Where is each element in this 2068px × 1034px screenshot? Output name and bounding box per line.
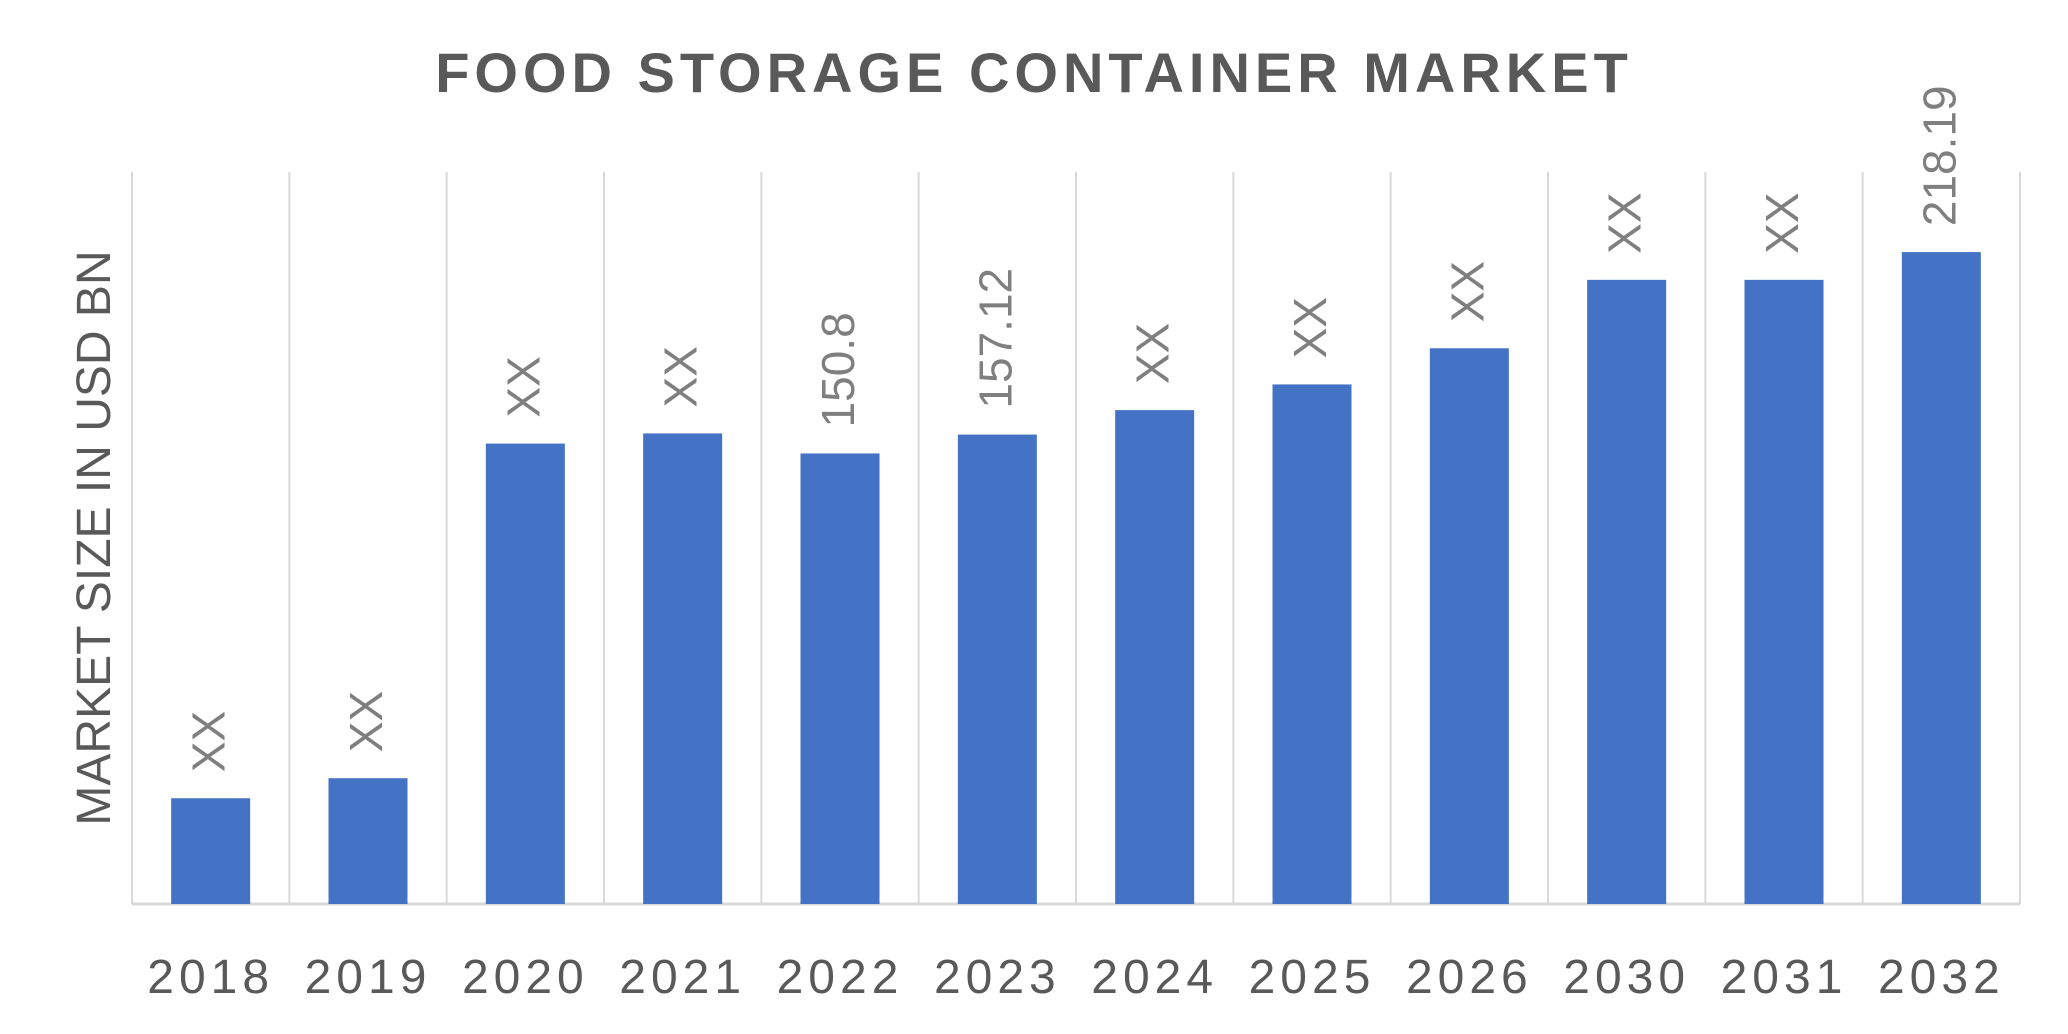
- bar-2026: [1429, 348, 1509, 904]
- chart-title: FOOD STORAGE CONTAINER MARKET: [435, 41, 1633, 104]
- x-tick-label-2023: 2023: [934, 951, 1061, 1004]
- data-label-2031: XX: [1756, 192, 1808, 253]
- bar-2019: [328, 778, 408, 904]
- data-label-2021: XX: [655, 346, 707, 407]
- data-label-2022: 150.8: [812, 312, 864, 427]
- x-tick-label-2022: 2022: [777, 951, 904, 1004]
- bar-2022: [800, 453, 880, 904]
- x-tick-label-2018: 2018: [147, 951, 274, 1004]
- data-label-2018: XX: [183, 711, 235, 772]
- data-label-2020: XX: [497, 356, 549, 417]
- x-tick-label-2025: 2025: [1249, 951, 1376, 1004]
- x-tick-label-2032: 2032: [1878, 951, 2005, 1004]
- bar-2031: [1744, 279, 1824, 904]
- bar-2030: [1587, 279, 1667, 904]
- x-tick-label-2024: 2024: [1091, 951, 1218, 1004]
- bar-2023: [957, 434, 1037, 904]
- data-label-2032: 218.19: [1913, 85, 1965, 226]
- bar-2032: [1901, 252, 1981, 905]
- x-tick-label-2020: 2020: [462, 951, 589, 1004]
- x-tick-label-2030: 2030: [1563, 951, 1690, 1004]
- data-label-2019: XX: [340, 691, 392, 752]
- bar-2024: [1115, 410, 1195, 904]
- x-tick-label-2021: 2021: [619, 951, 746, 1004]
- data-label-2025: XX: [1284, 297, 1336, 358]
- data-label-2024: XX: [1127, 323, 1179, 384]
- bar-2025: [1272, 384, 1352, 904]
- data-label-2030: XX: [1599, 192, 1651, 253]
- bar-2021: [643, 433, 723, 904]
- data-label-2023: 157.12: [969, 268, 1021, 409]
- bar-2018: [171, 798, 251, 904]
- x-tick-label-2026: 2026: [1406, 951, 1533, 1004]
- bar-2020: [485, 443, 565, 904]
- x-tick-label-2019: 2019: [305, 951, 432, 1004]
- x-tick-label-2031: 2031: [1721, 951, 1848, 1004]
- y-axis-label: MARKET SIZE IN USD BN: [68, 250, 121, 825]
- data-label-2026: XX: [1441, 261, 1493, 322]
